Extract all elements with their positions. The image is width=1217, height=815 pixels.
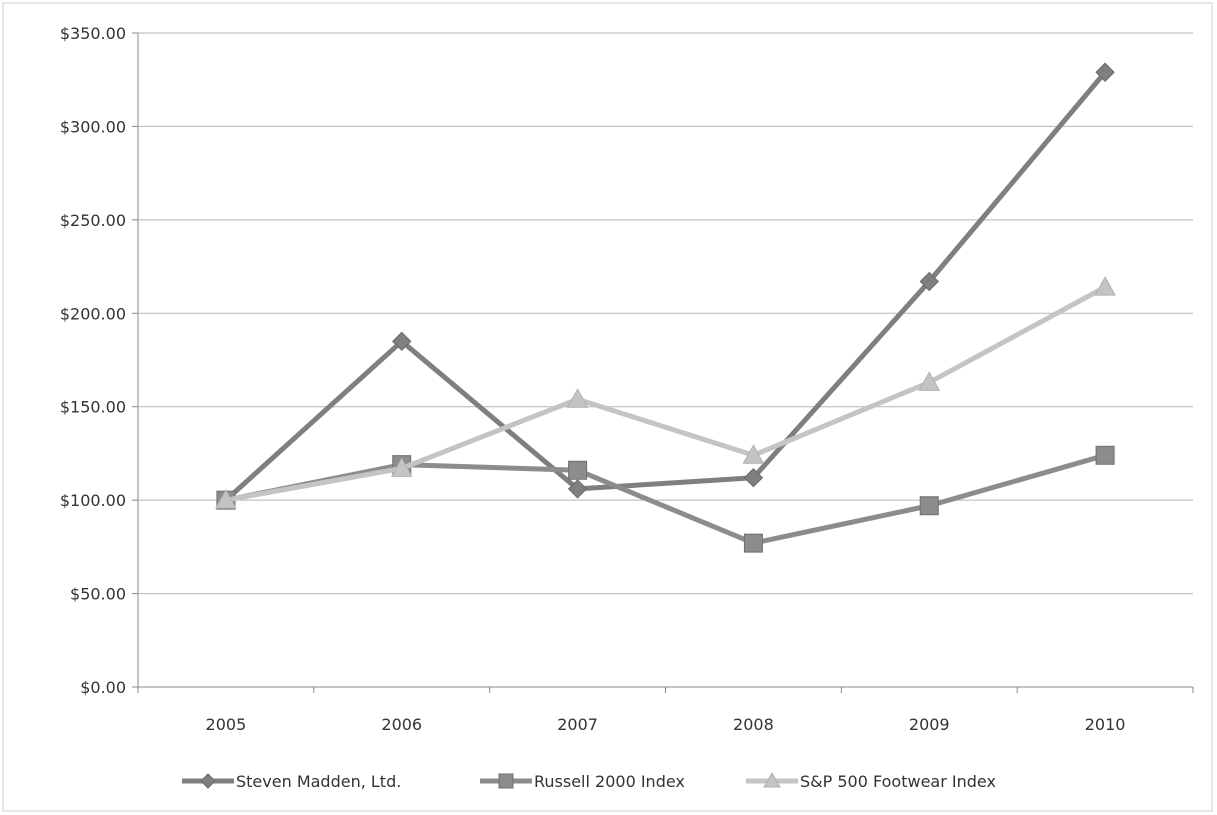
data-point bbox=[742, 444, 765, 464]
x-tick-label: 2010 bbox=[1085, 715, 1126, 734]
data-point bbox=[566, 388, 589, 408]
data-point bbox=[215, 489, 237, 509]
y-tick-label: $250.00 bbox=[60, 211, 126, 230]
y-tick-label: $0.00 bbox=[80, 678, 126, 697]
data-point bbox=[390, 457, 413, 477]
y-axis-tick-labels: $0.00 $50.00 $100.00 $150.00 $200.00 $250.00 $… bbox=[60, 24, 126, 697]
series-line bbox=[223, 284, 1108, 503]
legend-item: Steven Madden, Ltd. bbox=[182, 772, 401, 791]
legend-swatch-marker bbox=[498, 773, 514, 789]
legend-label: Steven Madden, Ltd. bbox=[236, 772, 401, 791]
series-line bbox=[223, 452, 1108, 546]
legend: Steven Madden, Ltd. Russell 2000 Index S&P… bbox=[182, 771, 996, 791]
legend-swatch-marker bbox=[200, 773, 216, 789]
data-point bbox=[918, 371, 941, 391]
series-1 bbox=[216, 62, 1115, 510]
data-point bbox=[1094, 276, 1116, 296]
x-axis-tick-labels: 2005 2006 2007 2008 2009 2010 bbox=[206, 715, 1126, 734]
data-point bbox=[567, 479, 588, 499]
data-point bbox=[919, 271, 939, 292]
gridlines bbox=[138, 32, 1193, 595]
y-tick-label: $350.00 bbox=[60, 24, 126, 43]
legend-item: Russell 2000 Index bbox=[480, 772, 685, 791]
legend-item: S&P 500 Footwear Index bbox=[746, 771, 996, 791]
data-point bbox=[919, 496, 939, 516]
series-3 bbox=[215, 276, 1116, 509]
data-point bbox=[568, 460, 588, 480]
y-tick-label: $100.00 bbox=[60, 491, 126, 510]
series-lines bbox=[215, 62, 1116, 553]
legend-label: Russell 2000 Index bbox=[534, 772, 685, 791]
y-tick-label: $200.00 bbox=[60, 304, 126, 323]
data-point bbox=[743, 533, 763, 553]
x-tick-label: 2005 bbox=[206, 715, 247, 734]
y-tick-label: $50.00 bbox=[70, 585, 126, 604]
x-tick-label: 2007 bbox=[557, 715, 598, 734]
x-tick-label: 2009 bbox=[909, 715, 950, 734]
x-tick-label: 2006 bbox=[381, 715, 422, 734]
data-point bbox=[1095, 62, 1115, 82]
legend-swatch-marker bbox=[763, 771, 781, 788]
data-point bbox=[392, 331, 412, 352]
y-tick-label: $150.00 bbox=[60, 398, 126, 417]
axes bbox=[132, 32, 1194, 693]
legend-label: S&P 500 Footwear Index bbox=[800, 772, 996, 791]
series-line bbox=[223, 69, 1108, 503]
y-tick-label: $300.00 bbox=[60, 117, 126, 136]
data-point bbox=[743, 468, 764, 488]
data-point bbox=[1095, 445, 1115, 465]
x-tick-label: 2008 bbox=[733, 715, 774, 734]
